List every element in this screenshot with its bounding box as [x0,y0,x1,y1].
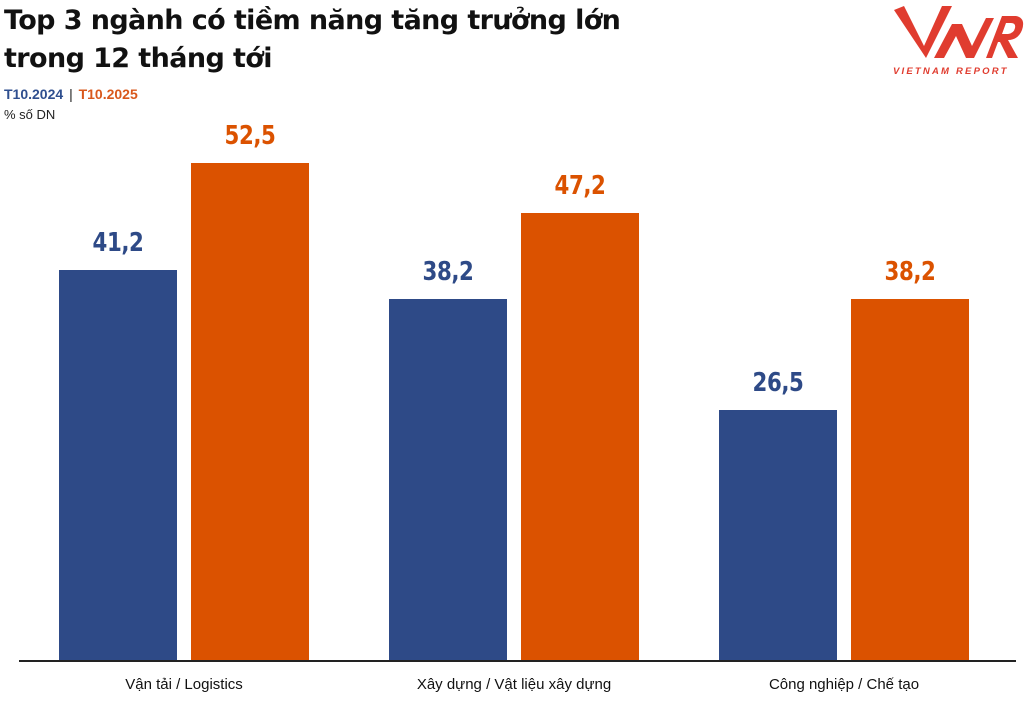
legend-series-2025: T10.2025 [78,86,138,102]
value-label-logistics-2024: 41,2 [92,228,144,259]
category-label-logistics: Vận tải / Logistics [125,676,243,693]
category-label-manufacturing: Công nghiệp / Chế tạo [768,676,920,693]
bar-manufacturing-2025 [851,298,969,661]
bar-construction-2025 [521,213,639,661]
x-axis-line [19,660,1016,662]
legend: T10.2024 | T10.2025 [4,86,138,102]
bar-construction-2024 [389,298,507,661]
value-label-logistics-2025: 52,5 [224,120,276,151]
value-label-construction-2024: 38,2 [422,256,474,287]
legend-separator: | [69,86,73,102]
chart-title: Top 3 ngành có tiềm năng tăng trưởng lớn… [4,2,764,78]
value-label-manufacturing-2025: 38,2 [884,256,936,287]
chart-title-line1: Top 3 ngành có tiềm năng tăng trưởng lớn [4,5,621,36]
bar-manufacturing-2024 [719,409,837,661]
y-unit-label: % số DN [4,107,56,122]
bar-logistics-2025 [191,162,309,661]
legend-series-2024: T10.2024 [4,86,64,102]
value-label-construction-2025: 47,2 [554,171,606,202]
bar-logistics-2024 [59,270,177,661]
vnr-logo-icon [894,6,1024,58]
chart-title-line2: trong 12 tháng tới [4,43,273,74]
category-label-construction: Xây dựng / Vật liệu xây dựng [416,676,612,693]
value-label-manufacturing-2024: 26,5 [752,367,804,398]
vnr-logo-text: VIETNAM REPORT [893,66,1009,77]
